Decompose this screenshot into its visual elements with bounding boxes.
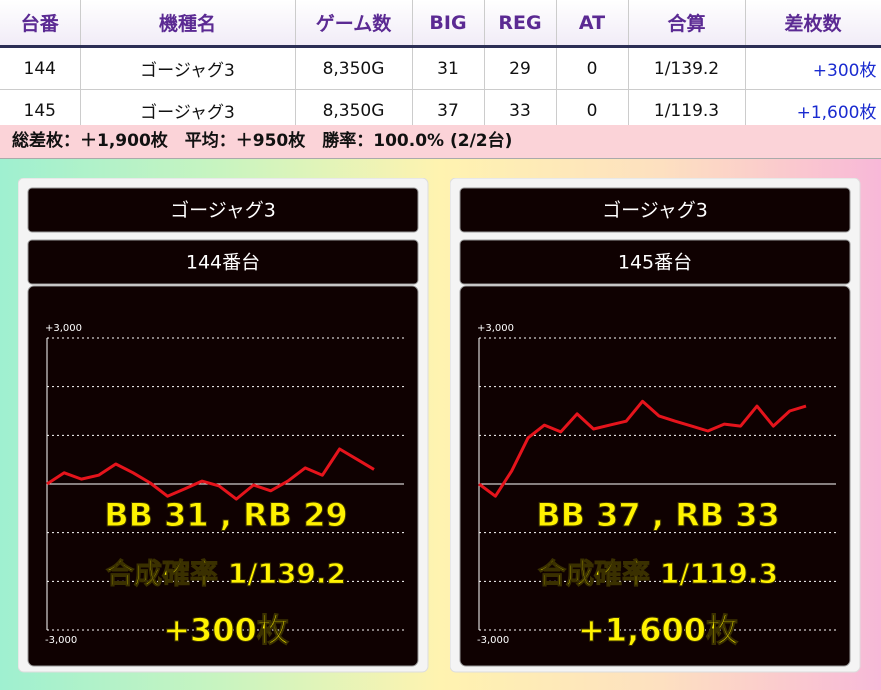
summary: 総差枚：＋1,900枚 平均：＋950枚 勝率：100.0% (2/2台) bbox=[0, 125, 881, 159]
data-line bbox=[478, 399, 807, 498]
header-cell: 差枚数 bbox=[745, 0, 881, 48]
table-cell: 8,350G bbox=[295, 89, 413, 132]
annotation: BB 31 , RB 29 bbox=[104, 496, 348, 534]
chart-title: ゴージャグ3 bbox=[170, 200, 276, 222]
header-cell: AT bbox=[556, 0, 629, 48]
header-cell: 機種名 bbox=[80, 0, 296, 48]
table-cell: 145 bbox=[0, 89, 81, 132]
table-row: 145 ゴージャグ3 8,350G 37 33 0 1/119.3 +1,600枚 bbox=[0, 89, 881, 132]
annotation: BB 37 , RB 33 bbox=[536, 496, 780, 534]
header-cell: ゲーム数 bbox=[295, 0, 413, 48]
table-cell: 1/139.2 bbox=[628, 46, 746, 90]
y-tick-label: +3,000 bbox=[477, 323, 514, 334]
header-cell: 台番 bbox=[0, 0, 81, 48]
y-tick-label: +3,000 bbox=[45, 323, 82, 334]
header-cell: BIG bbox=[412, 0, 485, 48]
table-cell: 37 bbox=[412, 89, 485, 132]
plot-box bbox=[459, 285, 851, 667]
results-table: 台番 機種名 ゲーム数 BIG REG AT 合算 差枚数 144 ゴージャグ3 8,350G 31… bbox=[0, 0, 881, 132]
table-cell: 0 bbox=[556, 46, 629, 90]
header-cell: 合算 bbox=[628, 0, 746, 48]
annotation: +300枚 bbox=[163, 611, 289, 649]
title-box bbox=[459, 187, 851, 233]
annotation: +1,600枚 bbox=[578, 611, 738, 649]
chart-title: ゴージャグ3 bbox=[602, 200, 708, 222]
table-cell: 31 bbox=[412, 46, 485, 90]
chart-subtitle: 145番台 bbox=[618, 252, 692, 274]
subtitle-box bbox=[27, 239, 419, 285]
data-line bbox=[46, 447, 375, 501]
chart-subtitle: 144番台 bbox=[186, 252, 260, 274]
chart-panel: ゴージャグ3 145番台 +3,000 -3,000 BB 37 , RB 33 合成確率… bbox=[450, 178, 861, 673]
table-cell: +300枚 bbox=[745, 46, 881, 90]
chart-panel: ゴージャグ3 144番台 +3,000 -3,000 BB 31 , RB 29 合成確率… bbox=[18, 178, 429, 673]
table-cell: 1/119.3 bbox=[628, 89, 746, 132]
y-tick-label: -3,000 bbox=[45, 635, 77, 646]
table-cell: ゴージャグ3 bbox=[80, 46, 296, 90]
subtitle-box bbox=[459, 239, 851, 285]
title-box bbox=[27, 187, 419, 233]
table-cell: ゴージャグ3 bbox=[80, 89, 296, 132]
table-cell: 8,350G bbox=[295, 46, 413, 90]
annotation: 合成確率 1/139.2 bbox=[106, 557, 346, 590]
table-cell: 29 bbox=[484, 46, 557, 90]
table-body: 144 ゴージャグ3 8,350G 31 29 0 1/139.2 +300枚 145 ゴージャグ… bbox=[0, 46, 881, 132]
table-row: 144 ゴージャグ3 8,350G 31 29 0 1/139.2 +300枚 bbox=[0, 46, 881, 90]
table-cell: 144 bbox=[0, 46, 81, 90]
table-cell: 33 bbox=[484, 89, 557, 132]
y-tick-label: -3,000 bbox=[477, 635, 509, 646]
table-cell: 0 bbox=[556, 89, 629, 132]
header-row: 台番 機種名 ゲーム数 BIG REG AT 合算 差枚数 bbox=[0, 0, 881, 48]
annotation: 合成確率 1/119.3 bbox=[538, 557, 778, 590]
plot-box bbox=[27, 285, 419, 667]
header-cell: REG bbox=[484, 0, 557, 48]
